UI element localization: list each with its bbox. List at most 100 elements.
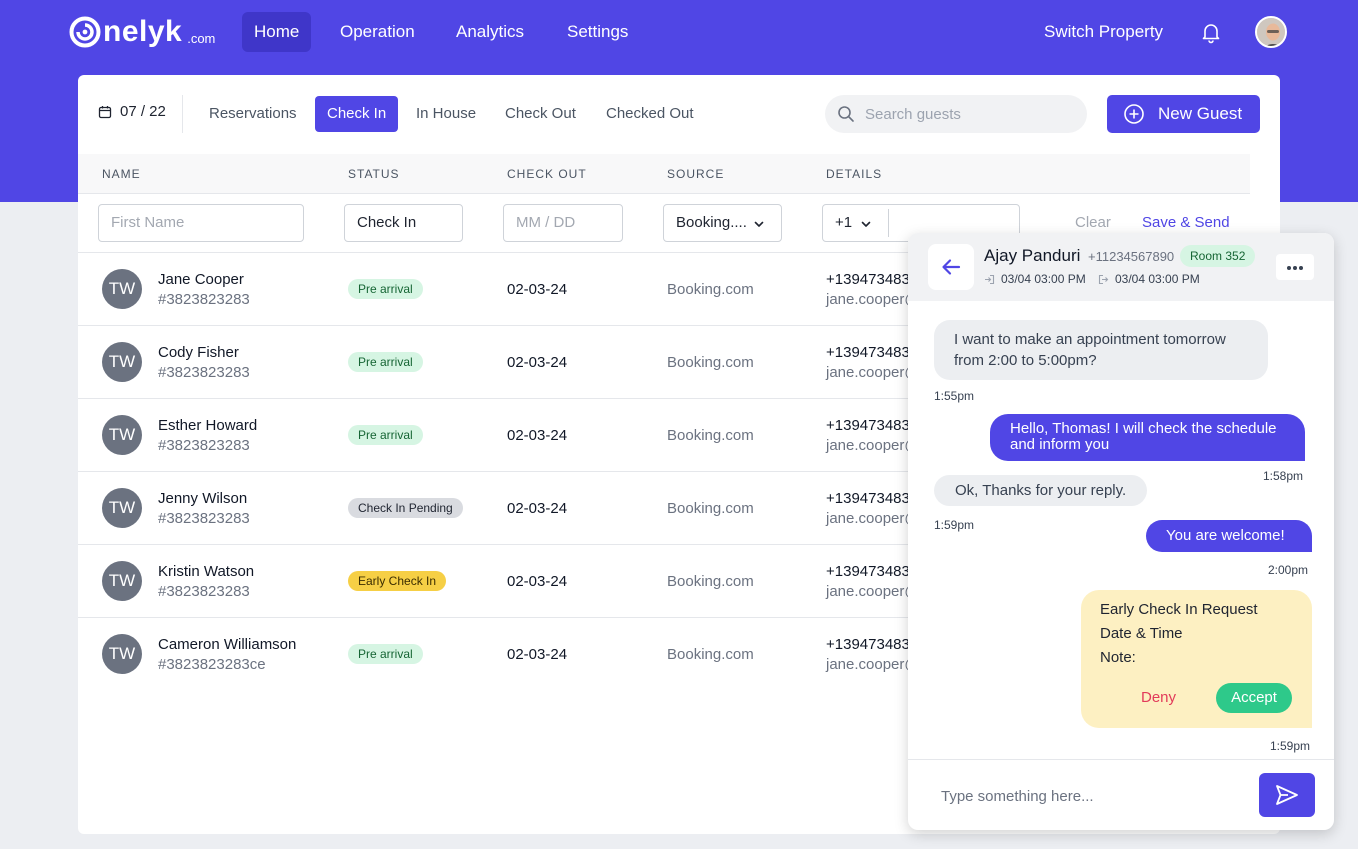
outgoing-message: Hello, Thomas! I will check the schedule…: [990, 414, 1305, 461]
guest-avatar: TW: [102, 415, 142, 455]
checkout-datetime: 03/04 03:00 PM: [1098, 272, 1200, 286]
tab-check-out[interactable]: Check Out: [505, 105, 576, 122]
status-filter[interactable]: Check In: [344, 204, 463, 242]
accept-button[interactable]: Accept: [1216, 683, 1292, 713]
new-guest-label: New Guest: [1158, 104, 1243, 123]
guest-phone: +139473483: [826, 563, 910, 580]
status-badge: Check In Pending: [348, 498, 463, 518]
new-guest-button[interactable]: New Guest: [1107, 95, 1260, 133]
status-badge: Pre arrival: [348, 425, 423, 445]
checkout-date: 02-03-24: [507, 427, 568, 444]
deny-button[interactable]: Deny: [1141, 689, 1177, 706]
nav-settings[interactable]: Settings: [567, 22, 629, 41]
header-name: NAME: [102, 167, 141, 181]
header-status: STATUS: [348, 167, 400, 181]
table-row[interactable]: TW Kristin Watson #3823823283 Early Chec…: [78, 545, 1280, 618]
more-options-button[interactable]: [1276, 254, 1314, 280]
chat-composer: [908, 759, 1334, 830]
table-row[interactable]: TW Cody Fisher #3823823283 Pre arrival 0…: [78, 326, 1280, 399]
arrow-left-icon: [942, 259, 961, 275]
booking-source: Booking.com: [667, 354, 754, 371]
search-icon: [838, 106, 854, 122]
guest-email: jane.cooper@: [826, 656, 920, 673]
nav-home[interactable]: Home: [242, 12, 312, 52]
guest-phone: +139473483: [826, 417, 910, 434]
status-badge: Early Check In: [348, 571, 447, 591]
request-title: Early Check In Request: [1100, 601, 1258, 618]
guest-avatar: TW: [102, 488, 142, 528]
switch-property-link[interactable]: Switch Property: [1044, 22, 1164, 41]
booking-source: Booking.com: [667, 500, 754, 517]
guest-id: #3823823283ce: [158, 656, 266, 673]
guest-email: jane.cooper@: [826, 583, 920, 600]
checkout-date: 02-03-24: [507, 354, 568, 371]
message-time: 1:59pm: [1270, 739, 1311, 753]
status-badge: Pre arrival: [348, 352, 423, 372]
toolbar-divider: [182, 95, 183, 133]
source-filter-value: Booking....: [676, 214, 747, 231]
nav-analytics[interactable]: Analytics: [456, 22, 525, 41]
date-filter[interactable]: MM / DD: [503, 204, 623, 242]
table-row[interactable]: TW Cameron Williamson #3823823283ce Pre …: [78, 618, 1280, 691]
table-row[interactable]: TW Esther Howard #3823823283 Pre arrival…: [78, 399, 1280, 472]
guest-phone: +139473483: [826, 271, 910, 288]
bell-icon[interactable]: [1199, 20, 1223, 44]
clear-button[interactable]: Clear: [1075, 214, 1111, 231]
checkout-date: 02-03-24: [507, 281, 568, 298]
guest-avatar: TW: [102, 269, 142, 309]
date-picker[interactable]: 07 / 22: [98, 103, 166, 120]
incoming-message: Ok, Thanks for your reply.: [934, 475, 1148, 506]
table-row[interactable]: TW Jane Cooper #3823823283 Pre arrival 0…: [78, 253, 1280, 326]
guest-id: #3823823283: [158, 437, 250, 454]
incoming-message: I want to make an appointment tomorrow f…: [934, 320, 1268, 380]
checkout-icon: [1098, 274, 1109, 284]
table-header: NAME STATUS CHECK OUT SOURCE DETAILS: [78, 154, 1250, 194]
booking-source: Booking.com: [667, 646, 754, 663]
country-code: +1: [835, 214, 853, 231]
header-source: SOURCE: [667, 167, 725, 181]
tab-check-in[interactable]: Check In: [315, 96, 399, 132]
guest-name: Jenny Wilson: [158, 490, 248, 507]
guest-id: #3823823283: [158, 510, 250, 527]
first-name-filter[interactable]: First Name: [98, 204, 304, 242]
request-date-time: Date & Time: [1100, 625, 1183, 642]
logo[interactable]: nelyk .com: [69, 16, 215, 48]
header-check-out: CHECK OUT: [507, 167, 587, 181]
tab-reservations[interactable]: Reservations: [209, 105, 297, 122]
search-input[interactable]: [865, 95, 1075, 133]
top-nav: nelyk .com Home Operation Analytics Sett…: [0, 0, 1358, 64]
guest-name: Cody Fisher: [158, 344, 239, 361]
room-badge: Room 352: [1180, 245, 1256, 267]
checkin-icon: [985, 274, 995, 284]
source-filter[interactable]: Booking....: [663, 204, 782, 242]
message-input[interactable]: [928, 778, 1248, 814]
plus-circle-icon: [1124, 104, 1144, 124]
message-line: and inform you: [1010, 436, 1110, 453]
more-dot: [1293, 266, 1297, 270]
send-button[interactable]: [1259, 773, 1315, 817]
guest-phone: +139473483: [826, 344, 910, 361]
guest-name: Kristin Watson: [158, 563, 255, 580]
nav-operation[interactable]: Operation: [340, 22, 415, 41]
send-icon: [1276, 785, 1298, 805]
tab-in-house[interactable]: In House: [416, 105, 477, 122]
message-line: Ok, Thanks for your reply.: [955, 482, 1127, 499]
back-button[interactable]: [928, 244, 974, 290]
guest-email: jane.cooper@: [826, 364, 920, 381]
message-line: I want to make an appointment tomorrow: [954, 331, 1226, 348]
calendar-icon: [98, 105, 112, 118]
booking-source: Booking.com: [667, 281, 754, 298]
guest-phone: +139473483: [826, 636, 910, 653]
table-row[interactable]: TW Jenny Wilson #3823823283 Check In Pen…: [78, 472, 1280, 545]
user-avatar[interactable]: [1255, 16, 1287, 48]
guest-id: #3823823283: [158, 583, 250, 600]
checkout-date: 02-03-24: [507, 500, 568, 517]
guest-email: jane.cooper@: [826, 437, 920, 454]
checkout-date: 02-03-24: [507, 646, 568, 663]
status-badge: Pre arrival: [348, 279, 423, 299]
message-line: Hello, Thomas! I will check the schedule: [1010, 420, 1277, 437]
tab-checked-out[interactable]: Checked Out: [606, 105, 694, 122]
save-send-button[interactable]: Save & Send: [1142, 214, 1230, 231]
date-value: 07 / 22: [120, 103, 166, 120]
message-time: 2:00pm: [1268, 563, 1309, 577]
